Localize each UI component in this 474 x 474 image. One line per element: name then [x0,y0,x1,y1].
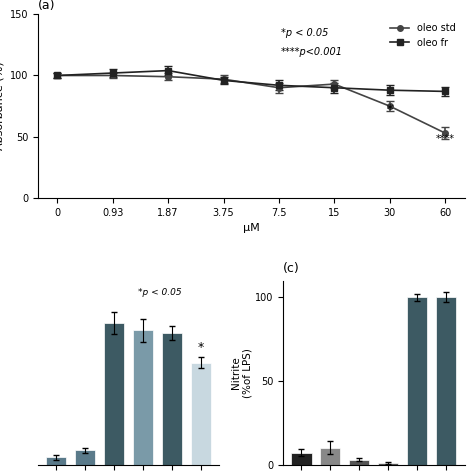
Text: (a): (a) [38,0,55,12]
Text: *: * [387,103,393,117]
Text: *p < 0.05: *p < 0.05 [281,28,328,38]
Bar [378,463,398,465]
Bar [104,323,124,465]
Bar [75,450,95,465]
Text: ****: **** [436,134,455,144]
Bar [191,363,211,465]
Y-axis label: Nitrite
(%of LPS): Nitrite (%of LPS) [230,348,252,398]
Bar [291,453,311,465]
Text: *p < 0.05: *p < 0.05 [138,288,182,297]
Y-axis label: Absorbance (%): Absorbance (%) [0,62,4,150]
Legend: oleo std, oleo fr: oleo std, oleo fr [386,19,460,52]
Text: (c): (c) [283,263,300,275]
X-axis label: μM: μM [243,223,260,233]
Text: *: * [198,341,204,355]
Bar [46,457,66,465]
Bar [349,459,369,465]
Bar [320,448,340,465]
Bar [162,333,182,465]
Text: ****p<0.001: ****p<0.001 [281,46,343,57]
Bar [133,330,153,465]
Bar [436,297,456,465]
Bar [407,297,428,465]
